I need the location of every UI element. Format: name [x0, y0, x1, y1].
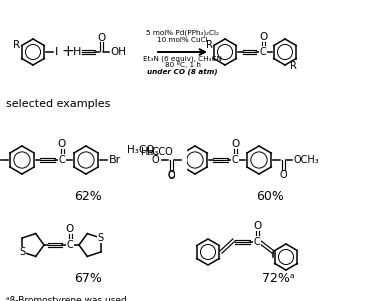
Text: H: H — [73, 47, 81, 57]
Text: S: S — [98, 233, 104, 243]
Text: O: O — [167, 170, 175, 180]
Text: +: + — [62, 45, 74, 60]
Text: 10 mol% CuCl: 10 mol% CuCl — [157, 37, 208, 43]
Text: O: O — [66, 224, 74, 234]
Text: C: C — [59, 155, 65, 165]
Text: O: O — [58, 139, 66, 149]
Text: 60%: 60% — [256, 190, 284, 203]
Text: OCH₃: OCH₃ — [294, 155, 320, 165]
Text: H₃CO: H₃CO — [147, 147, 173, 157]
Text: 5 mol% Pd(PPh₃)₂Cl₂: 5 mol% Pd(PPh₃)₂Cl₂ — [146, 30, 219, 36]
Text: Et₃N (6 equiv), CH₃CN: Et₃N (6 equiv), CH₃CN — [143, 56, 222, 62]
Text: O: O — [231, 139, 239, 149]
Text: under CO (8 atm): under CO (8 atm) — [147, 69, 218, 75]
Text: O: O — [259, 32, 267, 42]
Text: O: O — [151, 155, 159, 165]
Text: C: C — [232, 155, 239, 165]
Text: O: O — [167, 171, 175, 181]
Text: C: C — [260, 47, 266, 57]
Text: 62%: 62% — [74, 190, 102, 203]
Text: O: O — [279, 170, 287, 180]
Text: S: S — [19, 247, 25, 257]
Text: C: C — [67, 240, 73, 250]
Text: ᵃβ-Bromostyrene was used.: ᵃβ-Bromostyrene was used. — [6, 296, 130, 301]
Text: R: R — [206, 40, 212, 50]
Text: OH: OH — [110, 47, 126, 57]
Text: 72%ᵃ: 72%ᵃ — [262, 272, 294, 284]
Text: O: O — [97, 33, 105, 43]
Text: Br: Br — [109, 155, 121, 165]
Text: R: R — [14, 40, 20, 50]
Text: selected examples: selected examples — [6, 99, 110, 109]
Text: I: I — [55, 47, 58, 57]
Text: 80 ºC, 1 h: 80 ºC, 1 h — [164, 61, 200, 69]
Text: R: R — [290, 61, 296, 71]
Text: H₃CO: H₃CO — [127, 145, 155, 155]
Text: H₃C: H₃C — [141, 147, 159, 157]
Text: O: O — [253, 221, 261, 231]
Text: 67%: 67% — [74, 272, 102, 284]
Text: C: C — [254, 237, 260, 247]
